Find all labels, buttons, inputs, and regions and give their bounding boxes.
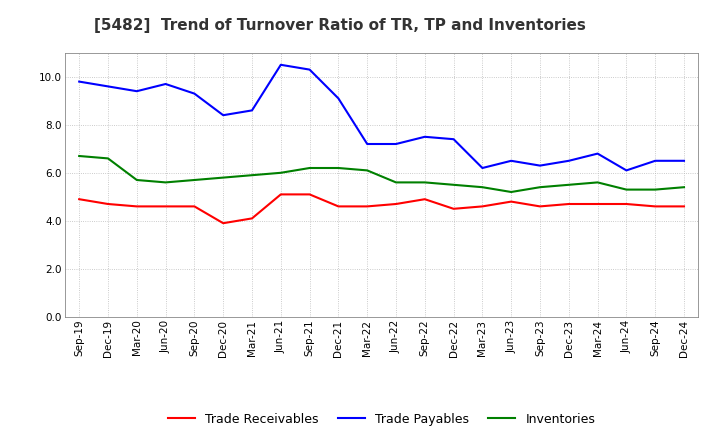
Trade Payables [449,136,458,142]
Trade Payables [276,62,285,67]
Inventories [248,172,256,178]
Trade Payables [420,134,429,139]
Trade Receivables [363,204,372,209]
Trade Payables [104,84,112,89]
Inventories [536,184,544,190]
Inventories [449,182,458,187]
Inventories [622,187,631,192]
Inventories [276,170,285,176]
Inventories [392,180,400,185]
Trade Receivables [564,202,573,207]
Trade Receivables [190,204,199,209]
Trade Payables [593,151,602,156]
Trade Payables [305,67,314,72]
Trade Payables [363,141,372,147]
Trade Payables [334,96,343,101]
Line: Trade Payables: Trade Payables [79,65,684,170]
Trade Receivables [478,204,487,209]
Inventories [190,177,199,183]
Inventories [132,177,141,183]
Trade Payables [75,79,84,84]
Trade Payables [564,158,573,163]
Trade Receivables [622,202,631,207]
Trade Receivables [680,204,688,209]
Trade Receivables [593,202,602,207]
Line: Trade Receivables: Trade Receivables [79,194,684,223]
Trade Receivables [536,204,544,209]
Inventories [104,156,112,161]
Trade Receivables [651,204,660,209]
Inventories [334,165,343,171]
Legend: Trade Receivables, Trade Payables, Inventories: Trade Receivables, Trade Payables, Inven… [163,407,600,430]
Inventories [564,182,573,187]
Trade Receivables [132,204,141,209]
Inventories [420,180,429,185]
Trade Receivables [104,202,112,207]
Line: Inventories: Inventories [79,156,684,192]
Inventories [363,168,372,173]
Trade Payables [132,88,141,94]
Trade Payables [190,91,199,96]
Trade Receivables [392,202,400,207]
Trade Receivables [219,220,228,226]
Trade Receivables [276,192,285,197]
Trade Payables [651,158,660,163]
Trade Receivables [449,206,458,212]
Trade Payables [536,163,544,168]
Inventories [507,189,516,194]
Trade Receivables [334,204,343,209]
Text: [5482]  Trend of Turnover Ratio of TR, TP and Inventories: [5482] Trend of Turnover Ratio of TR, TP… [94,18,585,33]
Inventories [161,180,170,185]
Inventories [651,187,660,192]
Inventories [75,154,84,159]
Inventories [680,184,688,190]
Inventories [305,165,314,171]
Trade Payables [392,141,400,147]
Inventories [593,180,602,185]
Inventories [478,184,487,190]
Trade Receivables [248,216,256,221]
Trade Payables [161,81,170,87]
Trade Payables [622,168,631,173]
Trade Payables [507,158,516,163]
Inventories [219,175,228,180]
Trade Receivables [161,204,170,209]
Trade Payables [248,108,256,113]
Trade Receivables [305,192,314,197]
Trade Receivables [507,199,516,204]
Trade Payables [478,165,487,171]
Trade Payables [219,113,228,118]
Trade Receivables [420,197,429,202]
Trade Receivables [75,197,84,202]
Trade Payables [680,158,688,163]
